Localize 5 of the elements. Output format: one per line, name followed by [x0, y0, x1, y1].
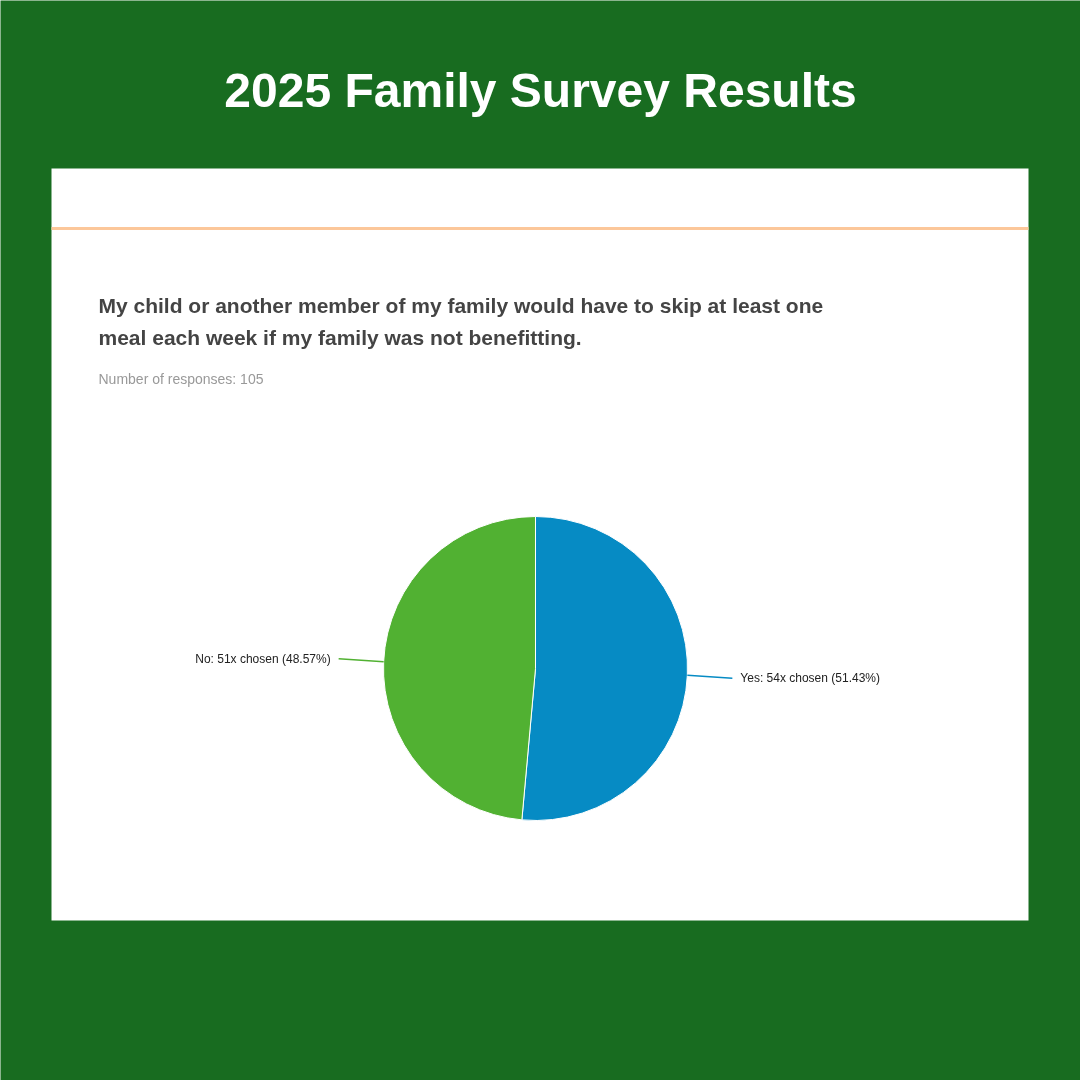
text: Number of responses: 105: [98, 370, 264, 387]
slice-label: Yes: 54x chosen (51.43%): [740, 671, 880, 686]
chart-subtitle: My child or another member of my family would have to skip at least one meal each week if my family was not benefitting.: [98, 294, 824, 349]
chart-title: 2025 Family Survey Results: [224, 64, 857, 117]
slice-label: No: 51x chosen (48.57%): [195, 651, 331, 666]
